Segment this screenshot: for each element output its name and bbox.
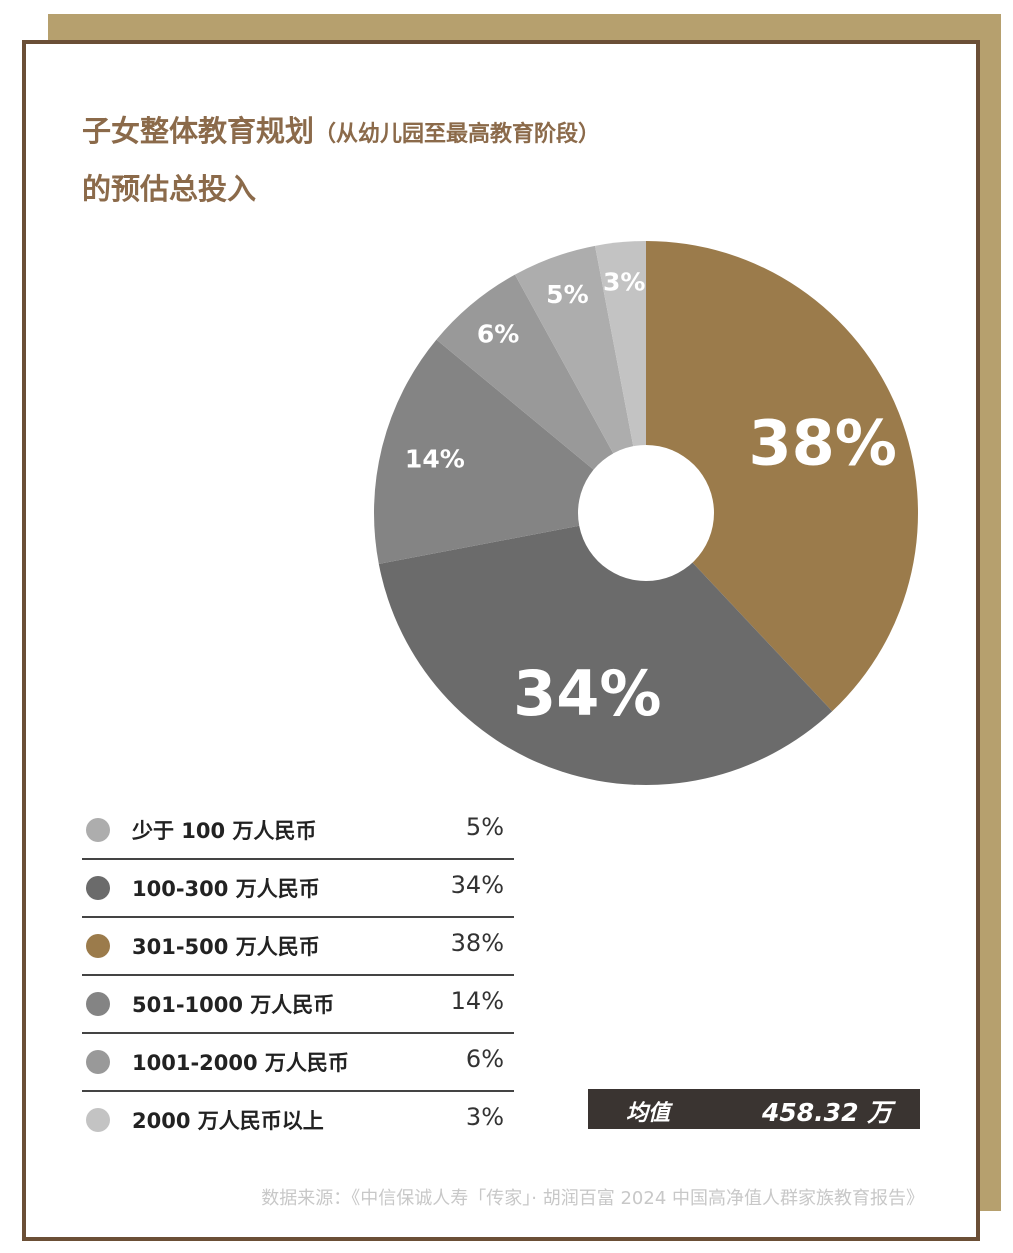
legend-table: 少于 100 万人民币 5% 100-300 万人民币 34% 301-500 万人… bbox=[82, 802, 514, 1148]
title-main: 子女整体教育规划 bbox=[82, 114, 315, 148]
donut-hole bbox=[578, 445, 714, 581]
legend-value: 5% bbox=[465, 813, 504, 841]
legend-dot bbox=[86, 934, 110, 958]
chart-card: 子女整体教育规划（从幼儿园至最高教育阶段） 的预估总投入 38% 34% 14% 6%… bbox=[22, 40, 980, 1241]
legend-row: 100-300 万人民币 34% bbox=[82, 860, 514, 918]
legend-row: 501-1000 万人民币 14% bbox=[82, 976, 514, 1034]
chart-title: 子女整体教育规划（从幼儿园至最高教育阶段） 的预估总投入 bbox=[82, 104, 600, 216]
legend-dot bbox=[86, 876, 110, 900]
legend-value: 6% bbox=[465, 1045, 504, 1073]
pie-slice bbox=[378, 513, 833, 785]
title-sub: （从幼儿园至最高教育阶段） bbox=[314, 122, 601, 147]
mean-value: 458.32 万 bbox=[762, 1098, 893, 1127]
legend-label: 2000 万人民币以上 bbox=[132, 1109, 324, 1133]
legend-value: 3% bbox=[465, 1103, 504, 1131]
legend-label: 100-300 万人民币 bbox=[132, 877, 320, 901]
legend-dot bbox=[86, 1050, 110, 1074]
legend-label: 少于 100 万人民币 bbox=[132, 819, 317, 843]
legend-row: 301-500 万人民币 38% bbox=[82, 918, 514, 976]
legend-row: 1001-2000 万人民币 6% bbox=[82, 1034, 514, 1092]
slice-label: 3% bbox=[603, 268, 645, 297]
pie-slice bbox=[646, 241, 919, 712]
pie-slice bbox=[595, 241, 646, 513]
legend-value: 38% bbox=[450, 929, 504, 957]
donut-chart: 38% 34% 14% 6% 5% 3% bbox=[374, 241, 919, 785]
legend-label: 301-500 万人民币 bbox=[132, 935, 320, 959]
legend-label: 1001-2000 万人民币 bbox=[132, 1051, 349, 1075]
source-note: 数据来源：《中信保诚人寿「传家」· 胡润百富 2024 中国高净值人群家族教育报… bbox=[261, 1188, 924, 1209]
legend-value: 14% bbox=[450, 987, 504, 1015]
legend-row: 少于 100 万人民币 5% bbox=[82, 802, 514, 860]
legend-dot bbox=[86, 818, 110, 842]
slice-label: 38% bbox=[748, 407, 896, 480]
slice-label: 6% bbox=[477, 320, 519, 349]
slice-label: 5% bbox=[546, 280, 588, 309]
slice-label: 14% bbox=[405, 444, 465, 473]
legend-dot bbox=[86, 1108, 110, 1132]
mean-label: 均值 bbox=[626, 1101, 671, 1126]
legend-dot bbox=[86, 992, 110, 1016]
slice-label: 34% bbox=[513, 657, 661, 730]
pie-slice bbox=[514, 245, 646, 513]
legend-label: 501-1000 万人民币 bbox=[132, 993, 335, 1017]
legend-value: 34% bbox=[450, 871, 504, 899]
pie-slice bbox=[436, 274, 646, 513]
mean-box: 均值 458.32 万 bbox=[588, 1089, 920, 1129]
legend-row: 2000 万人民币以上 3% bbox=[82, 1092, 514, 1148]
title-line2: 的预估总投入 bbox=[82, 172, 257, 206]
pie-slice bbox=[374, 339, 646, 564]
